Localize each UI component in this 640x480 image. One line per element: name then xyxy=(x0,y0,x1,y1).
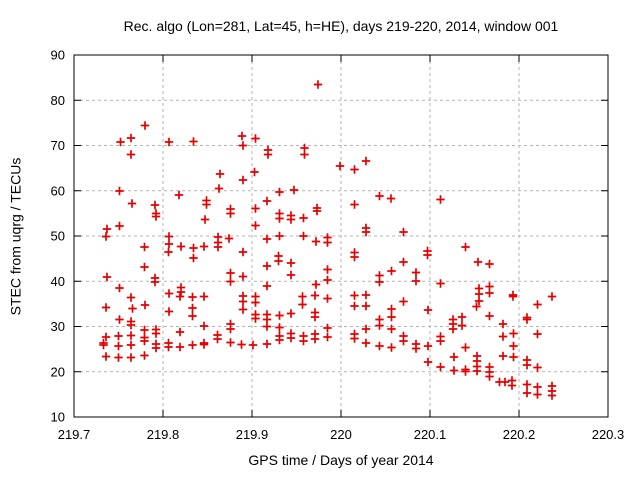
x-tick-label: 220.3 xyxy=(592,427,625,442)
y-tick-label: 40 xyxy=(51,274,65,289)
y-tick-label: 70 xyxy=(51,138,65,153)
x-tick-label: 220.1 xyxy=(414,427,447,442)
y-tick-label: 30 xyxy=(51,319,65,334)
y-tick-label: 80 xyxy=(51,93,65,108)
data-points-plus-markers xyxy=(99,80,557,400)
y-tick-label: 60 xyxy=(51,183,65,198)
y-tick-label: 50 xyxy=(51,229,65,244)
plot-border xyxy=(73,54,609,418)
y-tick-label: 90 xyxy=(51,48,65,63)
y-tick-label: 10 xyxy=(51,410,65,425)
x-tick-label: 219.9 xyxy=(236,427,269,442)
chart-title: Rec. algo (Lon=281, Lat=45, h=HE), days … xyxy=(123,18,559,34)
x-tick-label: 220.2 xyxy=(503,427,536,442)
x-tick-label: 220 xyxy=(330,427,352,442)
x-tick-label: 219.8 xyxy=(147,427,180,442)
x-axis-title: GPS time / Days of year 2014 xyxy=(248,452,434,468)
x-tick-label: 219.7 xyxy=(58,427,91,442)
y-tick-label: 20 xyxy=(51,364,65,379)
y-axis-title: STEC from uqrg / TECUs xyxy=(7,157,24,316)
